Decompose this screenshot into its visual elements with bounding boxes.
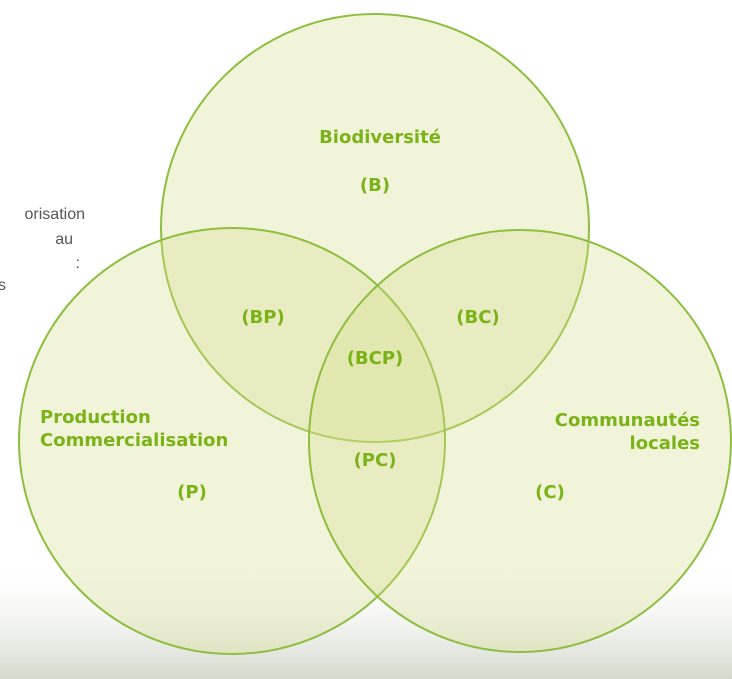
circle-title: Biodiversité (319, 127, 441, 148)
side-text: au (55, 231, 73, 248)
side-text: : (76, 255, 80, 272)
intersection-label: (PC) (354, 450, 397, 471)
circle-title: Communautés (555, 410, 700, 431)
intersection-label: (BP) (241, 307, 284, 328)
circle-code: (B) (360, 175, 390, 196)
page: {"side_text": {"lines": ["orisation", "a… (0, 0, 732, 679)
circle-title: Production (40, 407, 151, 428)
intersection-label: (BCP) (347, 348, 404, 369)
circle-title: Commercialisation (40, 430, 228, 451)
venn-diagram: orisation au : s Biodiversité (B) (BP) (… (0, 0, 732, 679)
circle-code: (P) (177, 482, 207, 503)
intersection-label: (BC) (456, 307, 499, 328)
side-text: s (0, 277, 6, 294)
circle-title: locales (630, 433, 700, 454)
side-text: orisation (25, 206, 85, 223)
circle-code: (C) (535, 482, 565, 503)
